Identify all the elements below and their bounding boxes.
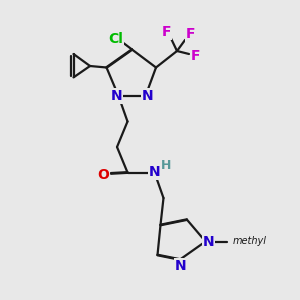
Text: F: F xyxy=(191,49,200,62)
Text: H: H xyxy=(161,159,171,172)
Text: Cl: Cl xyxy=(108,32,123,46)
Text: N: N xyxy=(175,259,186,273)
Text: O: O xyxy=(98,168,110,182)
Text: F: F xyxy=(162,26,171,39)
Text: N: N xyxy=(142,89,153,103)
Text: N: N xyxy=(111,89,122,103)
Text: F: F xyxy=(186,28,195,41)
Text: N: N xyxy=(149,166,160,179)
Text: N: N xyxy=(203,235,214,248)
Text: methyl: methyl xyxy=(233,236,267,246)
